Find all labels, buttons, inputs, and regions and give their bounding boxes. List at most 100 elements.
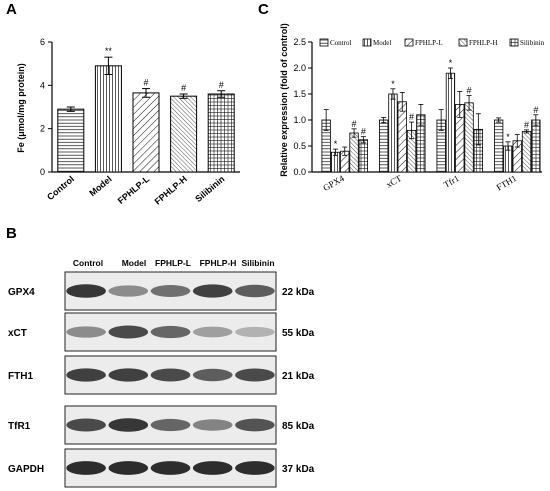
chart-c-significance: # [352,119,357,129]
blot-band [192,284,233,298]
blot-band [235,284,275,298]
chart-c-ytick-label: 0.5 [293,141,306,151]
chart-c-bar [531,119,541,173]
chart-c-bar [493,119,504,173]
chart-c-significance: * [391,79,395,89]
chart-c-relative-expression: 0.0 0.5 1.0 1.5 2.0 2.5 Control Model FPHLP-L FPH… [293,37,544,193]
panel-letter-c: C [258,1,269,18]
blot-size-label: 37 kDa [282,464,315,475]
chart-a-ytick-label: 0 [40,167,45,177]
chart-a-bar [132,92,160,173]
chart-a-category-label: FPHLP-L [116,174,152,206]
western-blot-panel: Control Model FPHLP-L FPHLP-H Silibinin GPX4 2… [8,258,315,488]
blot-band [150,325,191,339]
blot-band [235,368,275,382]
chart-c-bar [388,93,398,173]
blot-band [150,285,191,297]
blot-protein-label: FTH1 [8,371,33,382]
blot-band [108,368,149,382]
chart-c-legend-swatch [319,38,329,47]
chart-a-bar [207,93,235,173]
chart-a-ytick-label: 2 [40,124,45,134]
blot-band [235,461,275,475]
blot-band [108,418,149,432]
chart-c-ytick-label: 2.0 [293,63,306,73]
blot-protein-label: TfR1 [8,421,31,432]
blot-size-label: 85 kDa [282,421,315,432]
chart-c-bar [378,119,389,173]
blot-band [192,326,233,338]
chart-c-legend-swatch [362,38,372,47]
chart-c-legend-label: FPHLP-H [469,39,497,47]
chart-c-bar [521,131,532,173]
blot-size-label: 22 kDa [282,287,315,298]
blot-protein-label: xCT [8,328,27,339]
chart-c-significance: * [506,132,510,142]
chart-c-legend-swatch [458,38,468,47]
chart-c-category-label: FTH1 [495,173,519,192]
chart-c-ylabel: Relative expression (fold of control) [279,23,289,177]
chart-c-legend-label: FPHLP-L [415,39,443,47]
chart-c-ytick-label: 0.0 [293,167,306,177]
blot-protein-label: GPX4 [8,287,35,298]
chart-c-significance: * [449,58,453,68]
blot-band [66,284,106,298]
blot-lane-label: FPHLP-L [155,258,191,268]
blot-size-label: 55 kDa [282,328,315,339]
chart-c-significance: # [533,105,538,115]
chart-c-legend-swatch [509,38,519,47]
chart-c-bar [464,102,474,173]
blot-protein-label: GAPDH [8,464,44,475]
chart-c-ytick-label: 1.0 [293,115,306,125]
chart-c-legend-label: Silibinin [520,39,545,47]
blot-size-label: 21 kDa [282,371,315,382]
blot-band [108,285,149,297]
chart-a-significance: # [219,80,224,90]
chart-a-significance: ** [105,46,113,56]
blot-band [192,419,233,431]
chart-c-bar [397,101,407,173]
chart-c-bar [349,132,359,173]
chart-c-bar [358,139,369,173]
chart-a-category-label: Control [45,174,76,202]
chart-a-bar [170,95,198,173]
chart-c-legend-swatch [404,38,414,47]
chart-c-significance: # [524,120,529,130]
chart-c-category-label: GPX4 [321,173,346,193]
blot-band [235,418,275,432]
chart-a-ytick-label: 4 [40,80,45,90]
blot-lane-label: Control [73,258,103,268]
chart-a-significance: # [143,78,148,88]
blot-band [66,368,106,382]
chart-a-ytick-label: 6 [40,37,45,47]
blot-band [150,461,191,475]
blot-band [108,461,149,475]
chart-c-significance: # [361,127,366,137]
blot-lane-label: Silibinin [241,258,274,268]
blot-lane-label: FPHLP-H [200,258,237,268]
blot-band [66,326,106,338]
chart-c-ytick-label: 2.5 [293,37,306,47]
chart-c-bar [445,72,456,173]
chart-a-bar [57,108,85,173]
chart-c-ytick-label: 1.5 [293,89,306,99]
blot-band [108,325,149,339]
blot-band [150,418,191,432]
panel-letter-b: B [6,225,17,242]
chart-c-significance: # [467,86,472,96]
chart-a-ylabel: Fe (μmol/mg protein) [16,63,26,153]
chart-c-category-label: Tfr1 [442,173,461,190]
chart-a-category-label: Model [87,174,113,198]
chart-a-category-label: FPHLP-H [153,174,189,207]
chart-c-legend-label: Model [373,39,391,47]
blot-band [66,461,106,475]
blot-band [235,326,275,338]
blot-band [150,368,191,382]
chart-a-category-label: Silibinin [193,174,226,204]
chart-a-fe-content: 0 2 4 6 Control ** Model # FPHLP-L # FPHLP-H # Silib… [40,37,240,207]
chart-a-significance: # [181,83,186,93]
chart-c-significance: * [334,139,338,149]
blot-band [66,418,106,432]
chart-c-category-label: xCT [384,173,403,190]
